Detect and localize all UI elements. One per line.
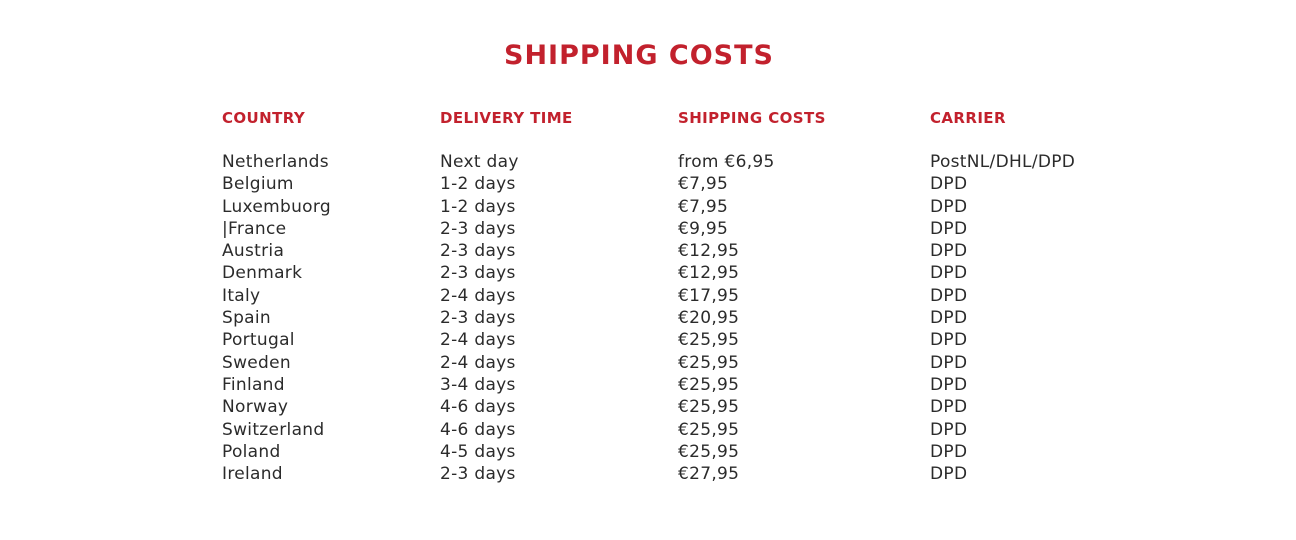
cell-shipping-cost: €20,95 <box>678 308 740 329</box>
table-row: Sweden 2-4 days €25,95 DPD <box>222 352 1242 374</box>
cell-delivery-time: 4-6 days <box>440 397 516 418</box>
table-row: Austria 2-3 days €12,95 DPD <box>222 240 1242 262</box>
cell-country: Poland <box>222 441 281 462</box>
column-header-carrier: CARRIER <box>930 109 1006 127</box>
table-row: |France 2-3 days €9,95 DPD <box>222 218 1242 240</box>
cell-country: Belgium <box>222 174 294 195</box>
table-header-row: COUNTRY DELIVERY TIME SHIPPING COSTS CAR… <box>222 110 1242 126</box>
cell-delivery-time: 2-3 days <box>440 263 516 284</box>
table-row: Poland 4-5 days €25,95 DPD <box>222 441 1242 463</box>
cell-shipping-cost: €25,95 <box>678 352 740 373</box>
cell-delivery-time: 1-2 days <box>440 174 516 195</box>
cell-shipping-cost: €25,95 <box>678 397 740 418</box>
cell-country: Finland <box>222 374 285 395</box>
cell-delivery-time: Next day <box>440 152 519 172</box>
table-row: Spain 2-3 days €20,95 DPD <box>222 307 1242 329</box>
table-row: Ireland 2-3 days €27,95 DPD <box>222 463 1242 485</box>
cell-carrier: DPD <box>930 419 968 440</box>
table-row: Norway 4-6 days €25,95 DPD <box>222 396 1242 418</box>
cell-country: Luxembuorg <box>222 196 331 217</box>
cell-carrier: DPD <box>930 441 968 462</box>
cell-country: Sweden <box>222 352 291 373</box>
cell-carrier: DPD <box>930 196 968 217</box>
cell-shipping-cost: €7,95 <box>678 196 729 217</box>
column-header-delivery-time: DELIVERY TIME <box>440 109 573 127</box>
cell-delivery-time: 4-5 days <box>440 441 516 462</box>
cell-shipping-cost: from €6,95 <box>678 152 775 172</box>
cell-carrier: DPD <box>930 374 968 395</box>
cell-shipping-cost: €25,95 <box>678 441 740 462</box>
cell-country: Norway <box>222 397 289 418</box>
cell-delivery-time: 2-4 days <box>440 285 516 306</box>
cell-delivery-time: 2-3 days <box>440 241 516 262</box>
cell-delivery-time: 3-4 days <box>440 374 516 395</box>
cell-shipping-cost: €9,95 <box>678 218 729 239</box>
cell-delivery-time: 2-3 days <box>440 308 516 329</box>
cell-carrier: DPD <box>930 174 968 195</box>
cell-carrier: DPD <box>930 263 968 284</box>
cell-country: Portugal <box>222 330 295 351</box>
table-row: Denmark 2-3 days €12,95 DPD <box>222 262 1242 284</box>
cell-carrier: PostNL/DHL/DPD <box>930 152 1076 172</box>
cell-country: Switzerland <box>222 419 325 440</box>
cell-country: Ireland <box>222 464 283 485</box>
cell-country: Italy <box>222 285 261 306</box>
cell-delivery-time: 2-4 days <box>440 330 516 351</box>
table-row: Belgium 1-2 days €7,95 DPD <box>222 173 1242 195</box>
cell-country: |France <box>222 218 287 239</box>
table-row: Portugal 2-4 days €25,95 DPD <box>222 329 1242 351</box>
cell-carrier: DPD <box>930 352 968 373</box>
cell-carrier: DPD <box>930 218 968 239</box>
cell-carrier: DPD <box>930 241 968 262</box>
cell-carrier: DPD <box>930 464 968 485</box>
cell-shipping-cost: €25,95 <box>678 374 740 395</box>
cell-shipping-cost: €7,95 <box>678 174 729 195</box>
cell-shipping-cost: €12,95 <box>678 241 740 262</box>
table-row: Italy 2-4 days €17,95 DPD <box>222 285 1242 307</box>
table-row: Switzerland 4-6 days €25,95 DPD <box>222 419 1242 441</box>
cell-shipping-cost: €25,95 <box>678 419 740 440</box>
cell-country: Denmark <box>222 263 303 284</box>
table-row: Luxembuorg 1-2 days €7,95 DPD <box>222 196 1242 218</box>
cell-country: Netherlands <box>222 152 329 172</box>
cell-delivery-time: 4-6 days <box>440 419 516 440</box>
table-body: Netherlands Next day from €6,95 PostNL/DHL/… <box>222 151 1242 485</box>
cell-delivery-time: 2-3 days <box>440 218 516 239</box>
cell-shipping-cost: €12,95 <box>678 263 740 284</box>
cell-carrier: DPD <box>930 330 968 351</box>
cell-delivery-time: 2-3 days <box>440 464 516 485</box>
cell-country: Austria <box>222 241 285 262</box>
cell-carrier: DPD <box>930 308 968 329</box>
cell-delivery-time: 1-2 days <box>440 196 516 217</box>
cell-shipping-cost: €25,95 <box>678 330 740 351</box>
cell-carrier: DPD <box>930 285 968 306</box>
table-row: Finland 3-4 days €25,95 DPD <box>222 374 1242 396</box>
shipping-costs-table: COUNTRY DELIVERY TIME SHIPPING COSTS CAR… <box>222 110 1242 485</box>
column-header-shipping-costs: SHIPPING COSTS <box>678 109 826 127</box>
cell-carrier: DPD <box>930 397 968 418</box>
cell-country: Spain <box>222 308 271 329</box>
cell-delivery-time: 2-4 days <box>440 352 516 373</box>
cell-shipping-cost: €17,95 <box>678 285 740 306</box>
table-row: Netherlands Next day from €6,95 PostNL/DHL/… <box>222 151 1242 173</box>
cell-shipping-cost: €27,95 <box>678 464 740 485</box>
column-header-country: COUNTRY <box>222 109 306 127</box>
page-title: SHIPPING COSTS <box>504 40 774 71</box>
